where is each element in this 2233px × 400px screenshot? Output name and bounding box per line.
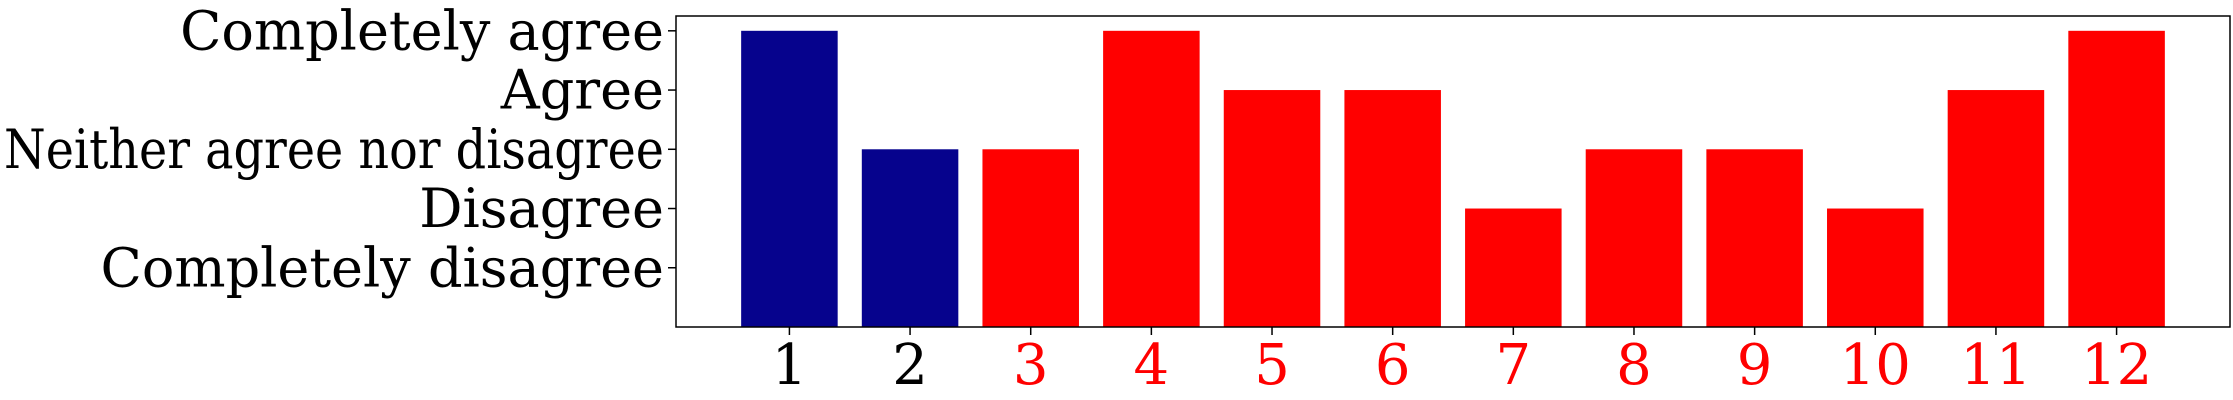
bar-12	[2068, 30, 2165, 328]
y-tick-label: Completely agree	[180, 0, 664, 62]
x-tick-label: 7	[1496, 333, 1532, 398]
y-tick-label: Disagree	[419, 177, 664, 240]
bars-group	[741, 30, 2165, 328]
x-tick-label: 3	[1013, 333, 1049, 398]
x-tick-label: 4	[1134, 333, 1170, 398]
x-tick-label: 10	[1840, 333, 1911, 398]
x-tick-label: 2	[892, 333, 928, 398]
bar-9	[1706, 149, 1803, 327]
x-tick-label: 5	[1254, 333, 1290, 398]
bar-5	[1223, 90, 1321, 327]
bar-10	[1827, 208, 1924, 327]
x-tick-label: 6	[1375, 333, 1411, 398]
bar-3	[982, 149, 1079, 327]
bar-8	[1585, 149, 1683, 327]
y-tick-label: Neither agree nor disagree	[4, 118, 664, 181]
bar-7	[1465, 208, 1562, 327]
x-tick-label: 8	[1616, 333, 1652, 398]
bar-6	[1344, 90, 1441, 327]
y-tick-label: Completely disagree	[101, 236, 664, 299]
x-tick-label: 9	[1737, 333, 1773, 398]
x-axis: 1 2 3 4 5 6 7 8 9 10 11 12	[772, 327, 2152, 398]
bar-4	[1103, 30, 1200, 328]
bar-11	[1947, 90, 2045, 327]
x-tick-label: 1	[772, 333, 808, 398]
x-tick-label: 11	[1960, 333, 2031, 398]
bar-1	[741, 30, 838, 328]
x-tick-label: 12	[2081, 333, 2152, 398]
plot-frame	[675, 15, 2231, 328]
y-tick-label: Agree	[500, 59, 664, 122]
bar-2	[861, 149, 959, 327]
